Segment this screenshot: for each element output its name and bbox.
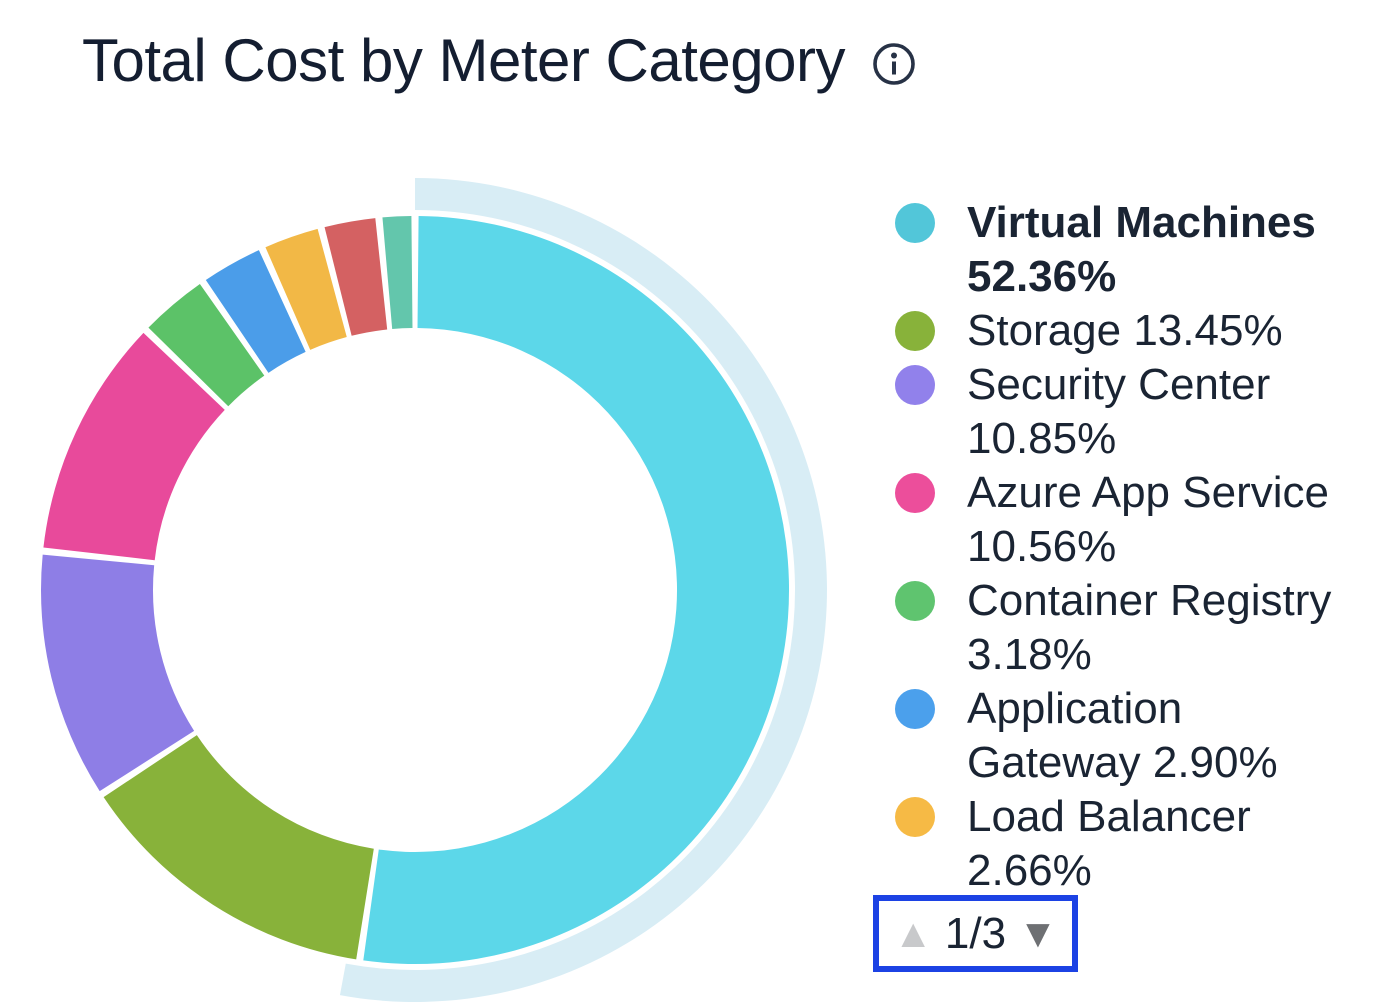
- donut-slice-container-registry[interactable]: [148, 284, 265, 407]
- legend-swatch-icon: [895, 473, 935, 513]
- donut-slice-azure-app-service[interactable]: [43, 332, 225, 561]
- donut-slice-unlabeled-7[interactable]: [324, 218, 388, 336]
- donut-slice-application-gateway[interactable]: [205, 250, 306, 373]
- donut-slice-virtual-machines[interactable]: [363, 216, 790, 965]
- legend-swatch-icon: [895, 689, 935, 729]
- legend-swatch-icon: [895, 797, 935, 837]
- legend-label: Storage 13.45%: [967, 306, 1283, 355]
- donut-slice-storage[interactable]: [103, 735, 374, 960]
- legend-swatch-icon: [895, 365, 935, 405]
- legend-swatch-icon: [895, 203, 935, 243]
- legend-page-indicator: 1/3: [944, 908, 1007, 958]
- page-title: Total Cost by Meter Category: [82, 27, 845, 94]
- legend-item[interactable]: Azure App Service 10.56%: [895, 466, 1378, 574]
- legend-item[interactable]: Application Gateway 2.90%: [895, 682, 1378, 790]
- legend-page-down-button[interactable]: ▼: [1018, 911, 1058, 956]
- legend-swatch-icon: [895, 581, 935, 621]
- legend-label: Container Registry 3.18%: [967, 576, 1332, 679]
- donut-chart: [41, 178, 827, 1002]
- chart-legend: Virtual Machines 52.36% Storage 13.45% S…: [895, 196, 1378, 910]
- legend-item[interactable]: Security Center 10.85%: [895, 358, 1378, 466]
- donut-slice-unlabeled-8[interactable]: [382, 216, 413, 329]
- donut-slice-load-balancer[interactable]: [265, 228, 347, 350]
- legend-label: Azure App Service 10.56%: [967, 468, 1329, 571]
- legend-page-up-button[interactable]: ▲: [893, 911, 933, 956]
- legend-label: Virtual Machines 52.36%: [967, 198, 1316, 301]
- legend-label: Application Gateway 2.90%: [967, 684, 1278, 787]
- legend-pagination[interactable]: ▲ 1/3 ▼: [873, 895, 1078, 972]
- donut-slice-security-center[interactable]: [41, 554, 195, 792]
- legend-label: Load Balancer 2.66%: [967, 792, 1251, 895]
- legend-item[interactable]: Container Registry 3.18%: [895, 574, 1378, 682]
- widget-header: Total Cost by Meter Category: [82, 28, 917, 94]
- legend-label: Security Center 10.85%: [967, 360, 1271, 463]
- info-icon[interactable]: [871, 41, 917, 87]
- legend-item[interactable]: Storage 13.45%: [895, 304, 1378, 358]
- legend-item[interactable]: Load Balancer 2.66%: [895, 790, 1378, 898]
- legend-swatch-icon: [895, 311, 935, 351]
- legend-item[interactable]: Virtual Machines 52.36%: [895, 196, 1378, 304]
